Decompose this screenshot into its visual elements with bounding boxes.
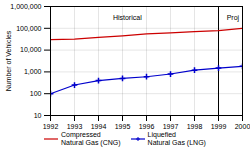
svg-text:10,000: 10,000: [20, 46, 42, 53]
svg-text:1997: 1997: [163, 123, 179, 130]
svg-text:Historical: Historical: [113, 14, 142, 21]
svg-text:1,000,000: 1,000,000: [10, 3, 41, 10]
svg-text:1996: 1996: [139, 123, 155, 130]
svg-text:10: 10: [34, 112, 42, 119]
svg-text:100,000: 100,000: [16, 25, 41, 32]
svg-text:2000: 2000: [235, 123, 250, 130]
svg-text:Proj: Proj: [227, 14, 240, 22]
svg-text:1992: 1992: [43, 123, 59, 130]
svg-text:1994: 1994: [91, 123, 107, 130]
html-text:Compressed Natural Gas (CNG): Compressed Natural Gas (CNG): [61, 131, 121, 146]
svg-text:1993: 1993: [67, 123, 83, 130]
svg-text:1,000: 1,000: [24, 68, 42, 75]
svg-text:1999: 1999: [211, 123, 227, 130]
html-text:Liquefied Natural Gas (LNG): Liquefied Natural Gas (LNG): [147, 131, 206, 146]
svg-text:Number of Vehicles: Number of Vehicles: [5, 30, 12, 91]
svg-text:1998: 1998: [187, 123, 203, 130]
svg-text:1995: 1995: [115, 123, 131, 130]
svg-text:100: 100: [30, 90, 42, 97]
